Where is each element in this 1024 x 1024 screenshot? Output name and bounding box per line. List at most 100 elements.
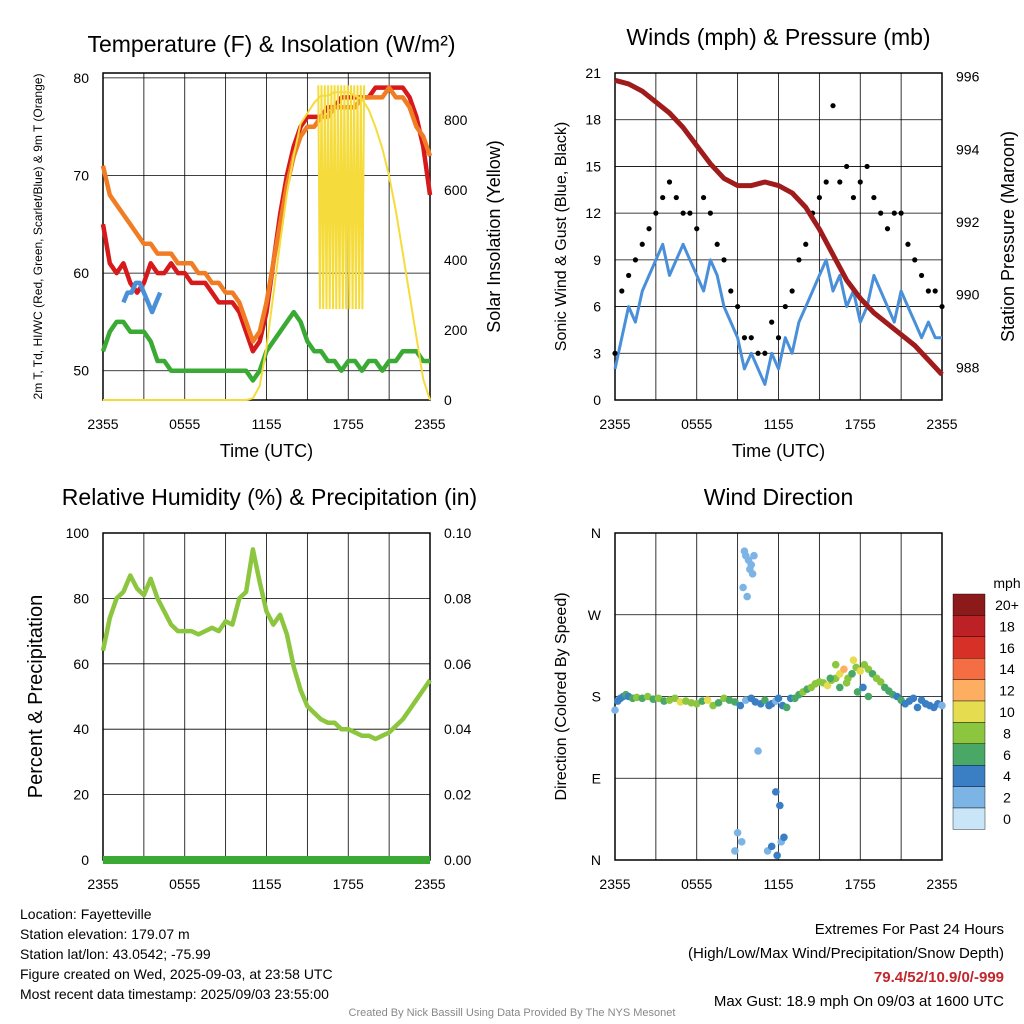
gust-point [918,272,925,279]
gust-point [612,350,618,356]
panel3-x-tick-label: 1755 [845,876,876,892]
panel2-y-tick-label: 0 [81,852,89,868]
gust-point [762,350,768,356]
legend-swatch [952,765,986,787]
gust-point [850,194,857,201]
gust-point [639,241,645,247]
gust-point [660,194,666,201]
legend-label: 8 [1003,725,1011,741]
panel2-x-tick-label: 2355 [414,876,445,892]
panel1-title: Winds (mph) & Pressure (mb) [626,24,930,50]
panel0-title: Temperature (F) & Insolation (W/m²) [87,31,455,57]
panel1-y2-tick-label: 994 [956,141,980,157]
legend-swatch [952,743,986,766]
panel0-x-tick-label: 0555 [169,416,200,432]
direction-point [782,703,791,712]
gust-point [714,241,720,247]
direction-point [739,583,747,592]
direction-point [774,694,783,703]
legend-swatch [952,807,986,830]
panel1-y2-tick-label: 990 [956,287,980,303]
station-info: Location: Fayetteville Station elevation… [20,904,333,1004]
panel1-y-tick-label: 18 [585,112,601,128]
direction-point [848,669,856,678]
gust-point [816,194,822,201]
panel0-y-tick-label: 50 [73,363,89,379]
direction-point [853,688,862,696]
panel1-y-tick-label: 9 [593,252,601,268]
panel0-y2-tick-label: 200 [444,322,468,338]
panel0-y2-tick-label: 600 [444,182,468,198]
gust-point [905,241,911,247]
direction-point [823,681,832,690]
legend-swatch [952,636,986,659]
direction-point [831,660,840,669]
gust-point [864,163,870,170]
panel1-x-tick-label: 1155 [763,416,793,432]
gust-point [925,288,931,294]
gust-point [803,241,809,247]
panel1-y2-tick-label: 992 [956,214,980,230]
panel1-y-tick-label: 6 [593,299,601,315]
direction-point [856,667,865,675]
legend-label: 2 [1003,790,1011,806]
gust-point [871,194,877,201]
gust-point [912,257,918,263]
panel0-x-tick-label: 1755 [333,416,364,432]
gust-point [632,257,639,263]
panel2-y2-tick-label: 0.10 [444,525,471,541]
panel2-y2-tick-label: 0.08 [444,590,471,606]
panel1-x-tick-label: 2355 [599,416,630,432]
gust-point [837,179,843,185]
direction-point [733,828,742,837]
direction-point [771,788,780,796]
legend-swatch [952,658,986,680]
direction-point [773,851,781,860]
gust-point [619,288,625,294]
panel2-x-tick-label: 1155 [251,876,281,892]
panel2-y-tick-label: 60 [73,656,89,672]
panel3-x-tick-label: 1155 [763,876,793,892]
gust-point [735,303,741,310]
direction-point [743,592,751,601]
gust-point [789,288,795,294]
panel0-y-tick-label: 70 [73,167,89,183]
location-text: Location: Fayetteville [20,906,152,922]
extremes-panel: Extremes For Past 24 Hours (High/Low/Max… [688,918,1004,1014]
panel3-y-tick-label: S [592,689,601,705]
direction-point [737,838,746,846]
latlon-text: Station lat/lon: 43.0542; -75.99 [20,946,211,962]
panel3-title: Wind Direction [704,484,854,510]
legend-swatch [952,700,986,723]
gust-point [857,179,863,185]
direction-point [849,656,858,664]
gust-point [782,303,788,310]
panel0-y-tick-label: 80 [73,70,89,86]
direction-point [731,847,739,855]
direction-point [938,701,946,710]
gust-point [673,194,679,201]
direction-point [754,747,762,755]
direction-point [736,701,745,710]
series-temp9m-line [100,85,433,344]
panel1-y2-tick-label: 996 [956,69,980,85]
legend-swatch [952,593,986,616]
panel2-x-tick-label: 2355 [87,876,118,892]
direction-point [761,696,769,704]
panel1-x-tick-label: 0555 [681,416,712,432]
max-gust-text: Max Gust: 18.9 mph On 09/03 at 1600 UTC [713,993,1004,1010]
elevation-text: Station elevation: 179.07 m [20,926,190,942]
gust-point [939,303,945,310]
direction-point [836,683,844,692]
panel2-x-tick-label: 0555 [169,876,200,892]
direction-point [913,703,922,712]
panel0-y2-tick-label: 400 [444,252,468,268]
panel2-y2-tick-label: 0.06 [444,656,471,672]
legend-label: 16 [999,640,1015,656]
series-wind-line [613,242,942,386]
gust-point [694,226,700,232]
legend-label: 6 [1003,747,1011,763]
recent-text: Most recent data timestamp: 2025/09/03 2… [20,986,329,1002]
legend-label: 0 [1003,811,1011,827]
legend-swatch [952,679,986,702]
